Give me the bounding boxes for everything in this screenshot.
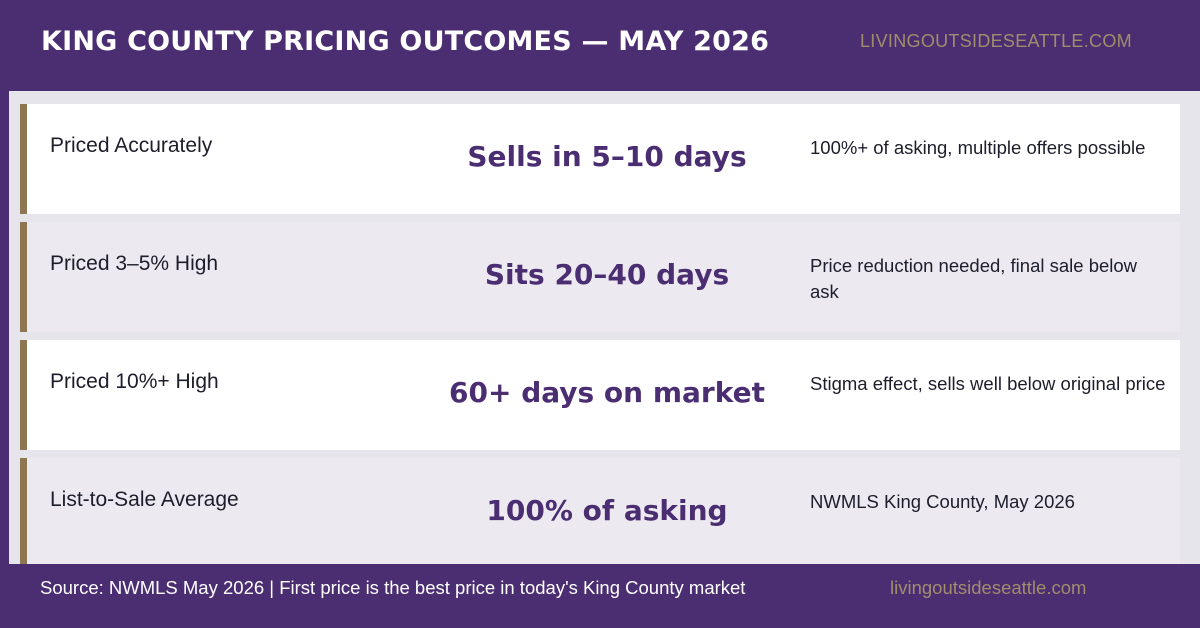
row-label: Priced 3–5% High (50, 252, 219, 275)
row-label: Priced 10%+ High (50, 370, 219, 393)
row-note: Stigma effect, sells well below original… (810, 373, 1166, 394)
table-row: List-to-Sale Average 100% of asking NWML… (20, 458, 1180, 568)
row-note: Price reduction needed, final sale below… (810, 255, 1138, 302)
row-metric: 100% of asking (486, 494, 728, 527)
source-note: Source: NWMLS May 2026 | First price is … (40, 577, 746, 598)
brand-link-bottom[interactable]: livingoutsideseattle.com (890, 577, 1087, 598)
brand-link-top[interactable]: LIVINGOUTSIDESEATTLE.COM (860, 31, 1132, 51)
table-row: Priced Accurately Sells in 5–10 days 100… (20, 104, 1180, 214)
page-title: KING COUNTY PRICING OUTCOMES — MAY 2026 (41, 26, 770, 57)
row-metric: 60+ days on market (449, 376, 765, 409)
row-label: List-to-Sale Average (50, 488, 239, 511)
row-note: NWMLS King County, May 2026 (810, 491, 1075, 512)
footer-bar: Source: NWMLS May 2026 | First price is … (0, 564, 1200, 628)
row-metric: Sells in 5–10 days (467, 140, 747, 173)
row-label: Priced Accurately (50, 134, 213, 157)
row-note: 100%+ of asking, multiple offers possibl… (810, 137, 1146, 158)
row-metric: Sits 20–40 days (484, 258, 730, 291)
table-row: Priced 10%+ High 60+ days on market Stig… (20, 340, 1180, 450)
header-bar: KING COUNTY PRICING OUTCOMES — MAY 2026 … (0, 0, 1200, 91)
table-row: Priced 3–5% High Sits 20–40 days Price r… (20, 222, 1180, 332)
